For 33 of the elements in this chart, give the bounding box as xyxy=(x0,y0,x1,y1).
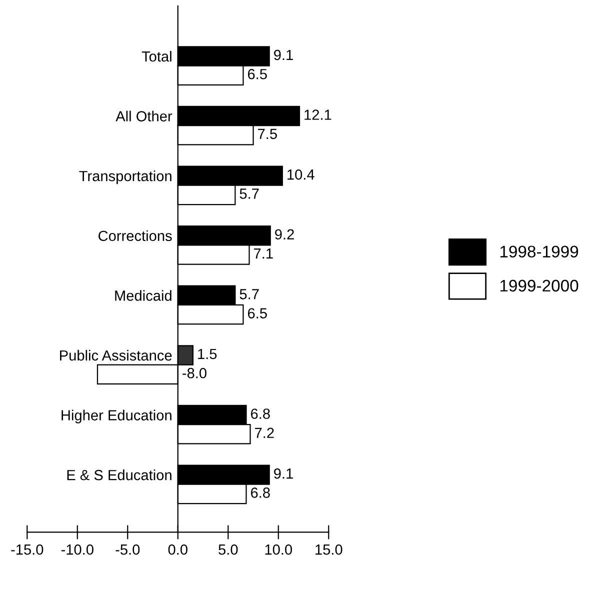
data-label: 7.1 xyxy=(254,248,273,259)
data-label: 5.7 xyxy=(240,188,259,199)
data-label: 6.5 xyxy=(248,68,267,80)
x-tick-label: -10.0 xyxy=(61,544,94,555)
data-label: 9.1 xyxy=(274,50,293,60)
data-label: 1.5 xyxy=(198,348,217,360)
data-label: 7.5 xyxy=(258,128,277,140)
x-tick-label: 10.0 xyxy=(265,544,292,555)
data-label: 9.2 xyxy=(275,229,294,240)
data-label: 5.7 xyxy=(240,289,259,300)
y-tick-label: Medicaid xyxy=(115,290,172,301)
y-tick-label: Public Assistance xyxy=(60,350,172,361)
x-tick-label: 0.0 xyxy=(168,544,188,555)
y-tick-label: Higher Education xyxy=(62,410,172,424)
x-tick-label: 5.0 xyxy=(218,544,238,555)
x-tick-label: -5.0 xyxy=(116,544,140,555)
x-tick-label: 15.0 xyxy=(316,544,342,555)
data-label: 6.8 xyxy=(250,488,270,498)
data-label: 7.2 xyxy=(255,428,274,438)
y-tick-label: All Other xyxy=(116,110,172,122)
data-label: 9.1 xyxy=(274,468,293,479)
y-tick-label: Transportation xyxy=(79,170,172,184)
data-label: 10.4 xyxy=(288,169,314,180)
legend-label: 1999-2000 xyxy=(500,280,578,292)
data-label: -8.0 xyxy=(182,368,206,378)
data-label: 12.1 xyxy=(304,110,332,120)
data-label: 6.8 xyxy=(250,408,270,419)
y-tick-label: Total xyxy=(142,50,172,62)
y-tick-label: Corrections xyxy=(98,230,172,242)
y-tick-label: E & S Education xyxy=(67,470,172,480)
legend-label: 1998-1999 xyxy=(500,246,578,258)
data-label: 6.5 xyxy=(248,308,267,318)
x-tick-label: -15.0 xyxy=(11,544,44,555)
